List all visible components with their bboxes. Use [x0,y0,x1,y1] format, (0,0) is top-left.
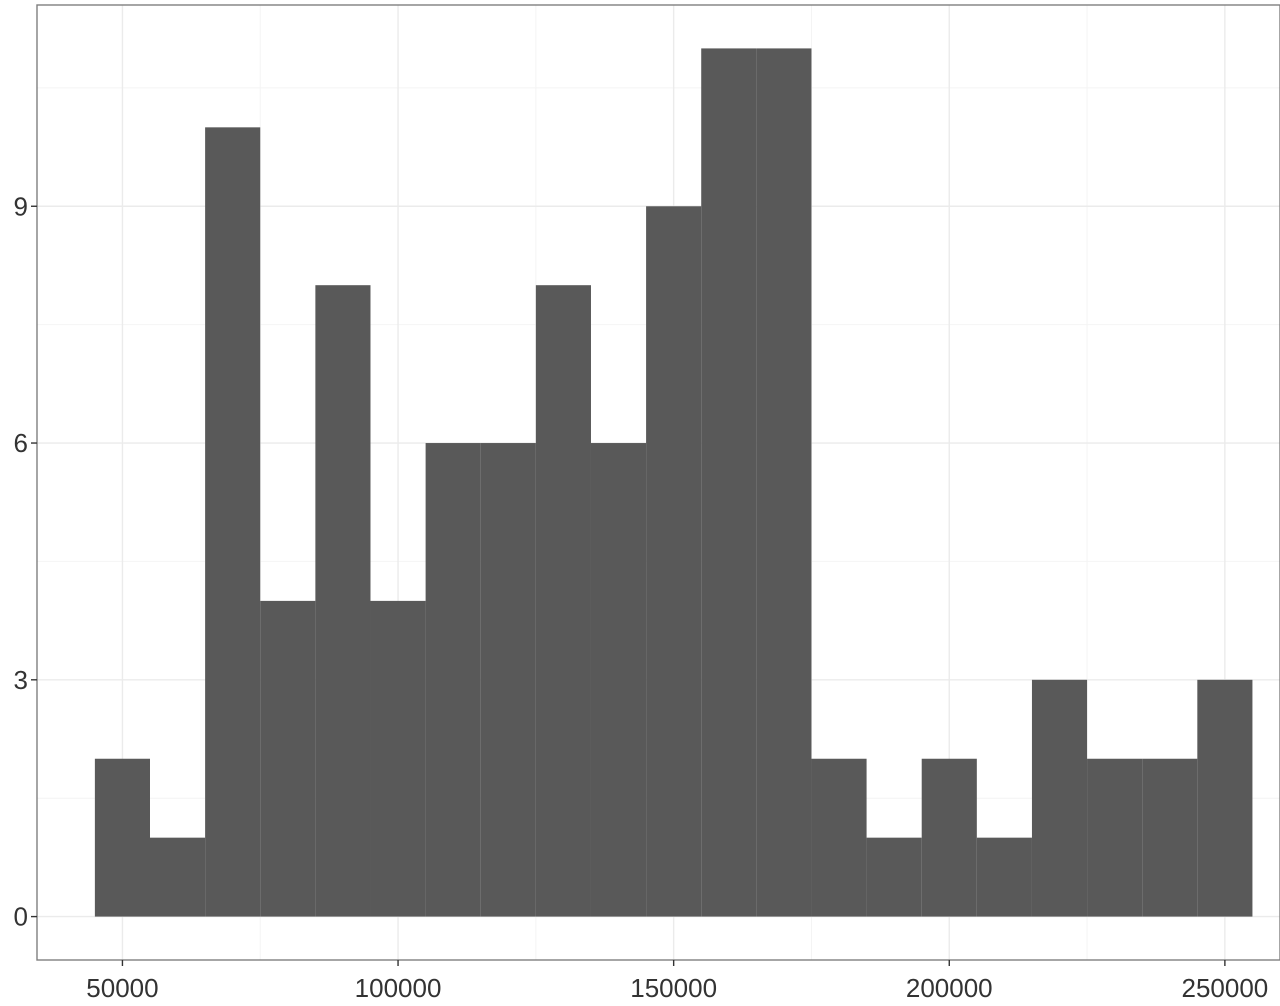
histogram-bar [866,837,922,917]
x-tick-label: 50000 [86,973,158,1003]
y-axis: 0 3 6 9 [14,191,37,932]
histogram-bar [480,443,536,917]
histogram-bar [756,48,812,917]
histogram-bar [94,758,150,917]
histogram-bar [370,600,426,917]
histogram-bars [94,48,1253,917]
histogram-bar [1197,679,1253,917]
histogram-bar [315,285,371,917]
histogram-bar [1031,679,1088,917]
panel-border [36,4,1280,961]
histogram-bar [701,48,757,917]
histogram-bar [646,206,702,917]
y-tick-label: 3 [14,665,28,695]
y-tick-label: 0 [14,902,28,932]
y-tick-label: 6 [14,428,28,458]
x-tick-label: 100000 [355,973,442,1003]
histogram-bar [811,758,867,917]
histogram-bar [150,837,206,917]
x-axis: 50000 100000 150000 200000 250000 [86,960,1268,1003]
histogram-bar [1142,758,1198,917]
histogram-bar [535,285,591,917]
histogram-bar [260,600,316,917]
histogram-bar [921,758,977,917]
histogram-bar [425,443,481,917]
histogram-bar [1087,758,1143,917]
histogram-bar [205,127,261,917]
y-tick-label: 9 [14,191,28,221]
x-tick-label: 150000 [630,973,717,1003]
histogram-bar [590,443,647,917]
x-tick-label: 200000 [906,973,993,1003]
histogram-bar [976,837,1032,917]
x-tick-label: 250000 [1181,973,1268,1003]
